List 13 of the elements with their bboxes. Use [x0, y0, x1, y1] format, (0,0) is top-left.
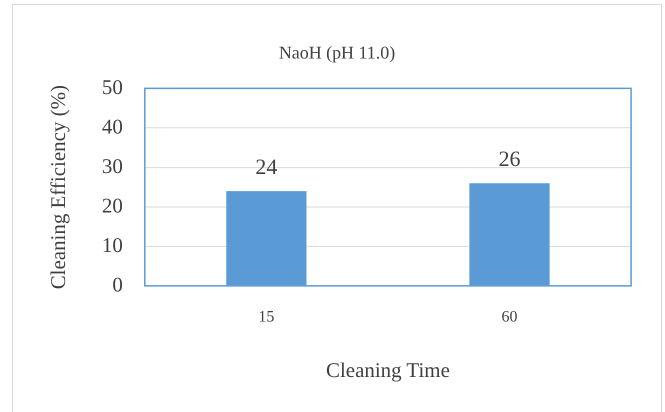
y-tick-label: 40 — [102, 114, 123, 138]
x-tick-label: 60 — [502, 308, 518, 326]
y-tick-label: 30 — [102, 154, 123, 178]
y-tick-label: 10 — [102, 232, 123, 257]
y-axis-title: Cleaning Efficiency (%) — [46, 84, 70, 290]
y-tick-label: 20 — [102, 193, 123, 218]
y-tick-label: 50 — [102, 74, 123, 99]
x-tick-label: 15 — [258, 308, 274, 326]
data-label: 24 — [255, 154, 278, 179]
data-label: 26 — [498, 146, 521, 172]
y-tick-label: 0 — [112, 272, 123, 296]
x-axis-title: Cleaning Time — [326, 358, 450, 382]
chart-title: NaoH (pH 11.0) — [278, 42, 396, 62]
